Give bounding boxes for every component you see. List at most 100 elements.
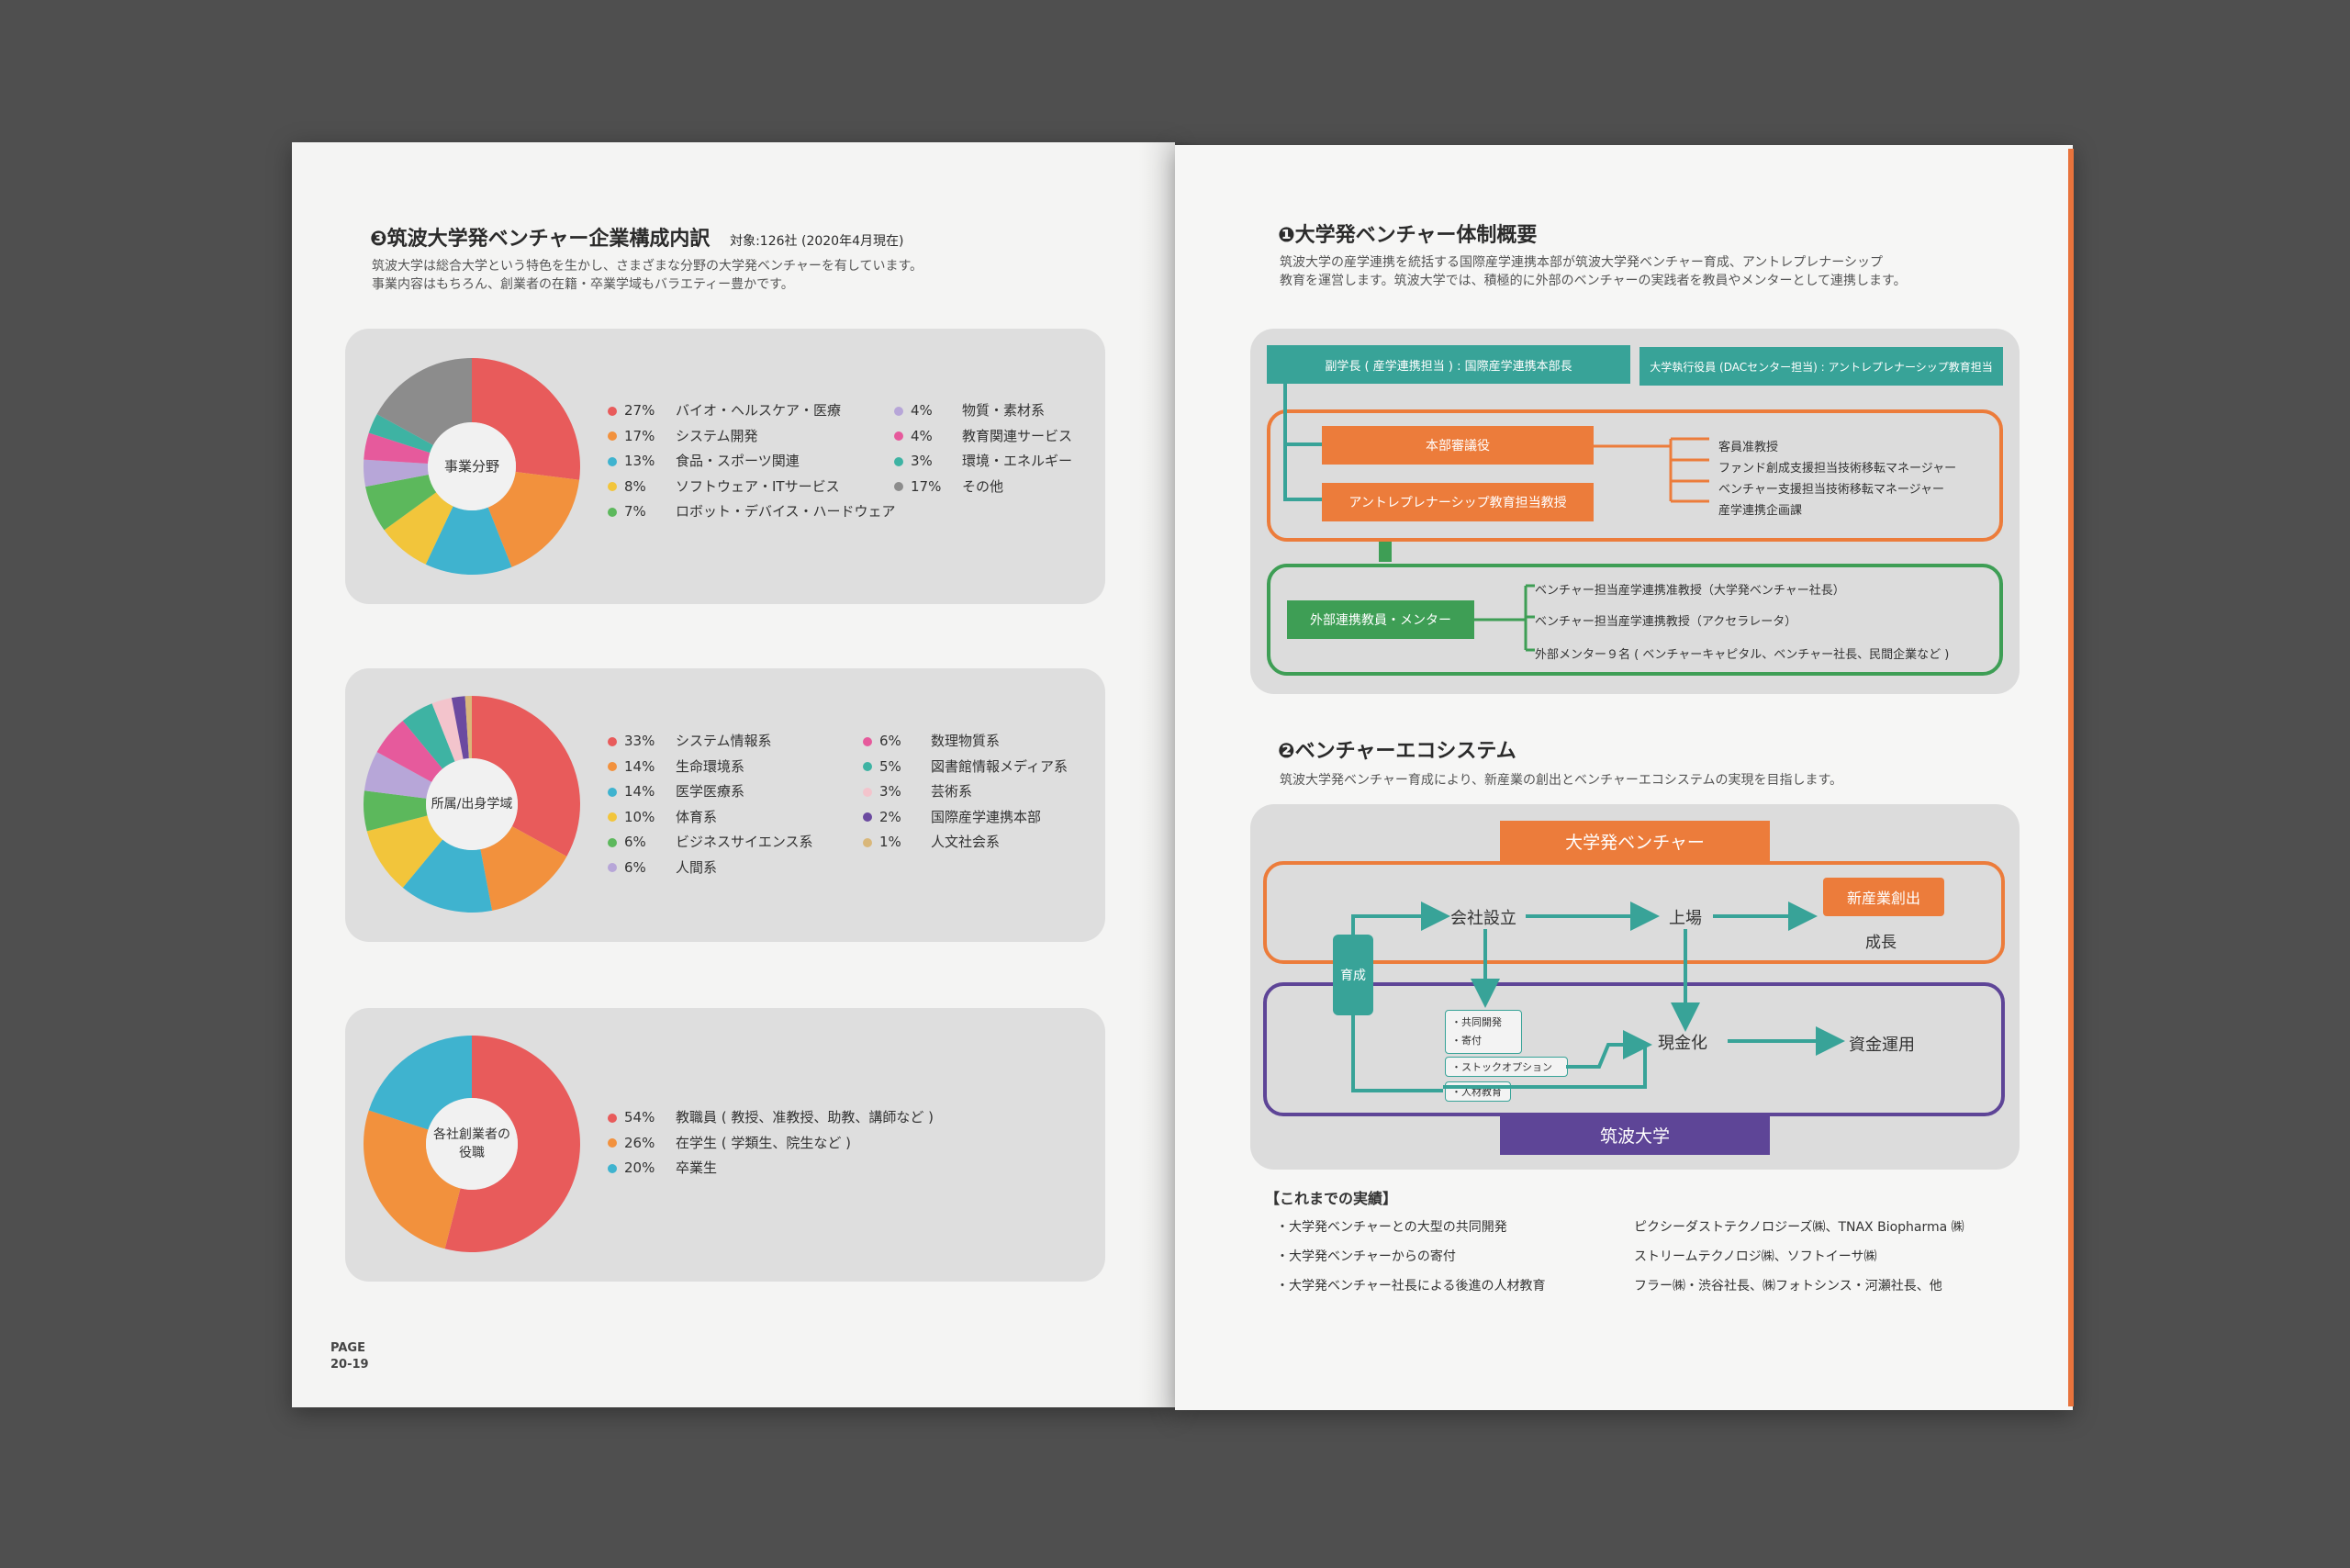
legend-item: 17% その他 — [894, 476, 1003, 496]
donut-slice — [384, 492, 453, 565]
legend-swatch — [608, 863, 617, 872]
legend-percent: 7% — [624, 503, 646, 520]
results-title: 【これまでの実績】 — [1265, 1190, 1398, 1207]
legend-label: 体育系 — [676, 808, 718, 825]
legend-swatch — [608, 456, 617, 466]
legend-label: 人間系 — [676, 858, 718, 876]
legend-label: その他 — [962, 477, 1004, 495]
donut-slice — [472, 358, 580, 480]
legend-item: 14% 生命環境系 — [608, 756, 744, 776]
section-2-intro: 筑波大学発ベンチャー育成により、新産業の創出とベンチャーエコシステムの実現を目指… — [1280, 773, 1843, 788]
legend-swatch — [894, 406, 903, 416]
legend-label: バイオ・ヘルスケア・医療 — [676, 402, 842, 419]
headquarters-frame — [1267, 409, 2003, 542]
legend-percent: 6% — [879, 733, 901, 749]
legend-label: 数理物質系 — [931, 733, 1001, 749]
intro-line-2: 教育を運営します。筑波大学では、積極的に外部のベンチャーの実践者を教員やメンター… — [1280, 274, 1907, 288]
legend-swatch — [863, 736, 872, 746]
legend-percent: 33% — [624, 733, 655, 749]
staff-4: 産学連携企画課 — [1718, 504, 1803, 518]
donut-slice — [364, 752, 432, 799]
legend-item: 27% バイオ・ヘルスケア・医療 — [608, 400, 841, 420]
donut-slice — [376, 358, 472, 445]
legend-item: 4% 物質・素材系 — [894, 400, 1045, 420]
legend-label: 教職員 ( 教授、准教授、助教、講師など ) — [676, 1109, 934, 1126]
result-company: ピクシーダストテクノロジーズ㈱、TNAX Biopharma ㈱ — [1634, 1220, 1964, 1235]
founding-label: 会社設立 — [1450, 909, 1516, 928]
legend-swatch — [894, 482, 903, 491]
result-item: ・大学発ベンチャーとの大型の共同開発 — [1276, 1220, 1507, 1235]
nurture-box: 育成 — [1333, 935, 1373, 1015]
external-3: 外部メンター９名 ( ベンチャーキャピタル、ベンチャー社長、民間企業など ) — [1535, 648, 1950, 662]
external-mentor-box: 外部連携教員・メンター — [1287, 600, 1474, 639]
new-industry-box: 新産業創出 — [1823, 878, 1944, 916]
tsukuba-university-banner: 筑波大学 — [1500, 1114, 1770, 1155]
legend-percent: 2% — [879, 808, 901, 825]
intro-line-1: 筑波大学の産学連携を統括する国際産学連携本部が筑波大学発ベンチャー育成、アントレ… — [1280, 255, 1884, 270]
legend-swatch — [608, 736, 617, 746]
donut-slice — [364, 459, 429, 487]
legend-label: 図書館情報メディア系 — [931, 757, 1068, 775]
donut-slice — [425, 506, 512, 575]
legend-item: 1% 人文社会系 — [863, 832, 1000, 851]
council-box: 本部審議役 — [1322, 426, 1594, 465]
venture-frame — [1263, 861, 2005, 964]
legend-label: 人文社会系 — [931, 834, 1001, 850]
legend-swatch — [608, 787, 617, 797]
legend-percent: 6% — [624, 858, 646, 876]
donut-chart-founder-role: 各社創業者の 役職 — [362, 1034, 582, 1254]
donut-center-label: 各社創業者の 役職 — [426, 1098, 518, 1190]
section-1-intro: 筑波大学の産学連携を統括する国際産学連携本部が筑波大学発ベンチャー育成、アントレ… — [1280, 253, 1907, 290]
legend-item: 7% ロボット・デバイス・ハードウェア — [608, 501, 896, 521]
legend-item: 6% 数理物質系 — [863, 731, 1000, 750]
legend-percent: 5% — [879, 757, 901, 775]
university-venture-banner: 大学発ベンチャー — [1500, 821, 1770, 861]
result-item: ・大学発ベンチャーからの寄付 — [1276, 1249, 1456, 1264]
page-number: PAGE 20-19 — [330, 1340, 369, 1373]
legend-label: ビジネスサイエンス系 — [676, 834, 813, 850]
stock-option-label: ・ストックオプション — [1451, 1061, 1552, 1073]
donut-slice — [402, 703, 455, 769]
legend-percent: 20% — [624, 1159, 655, 1176]
legend-percent: 10% — [624, 808, 655, 825]
donut-slice — [472, 696, 580, 857]
legend-swatch — [608, 1113, 617, 1123]
page-edge-accent — [2068, 149, 2074, 1406]
left-intro: 筑波大学は総合大学という特色を生かし、さまざまな分野の大学発ベンチャーを有してい… — [372, 257, 923, 294]
ecosystem-diagram — [1250, 804, 2020, 1170]
section-1-title: ❶大学発ベンチャー体制概要 — [1278, 224, 1538, 247]
entrepreneurship-professor-box: アントレプレナーシップ教育担当教授 — [1322, 483, 1594, 521]
item-donation: ・寄付 — [1451, 1035, 1482, 1047]
ecosystem-arrows — [1351, 902, 1845, 1092]
legend-swatch — [863, 762, 872, 771]
growth-label: 成長 — [1865, 934, 1897, 952]
legend-item: 10% 体育系 — [608, 807, 717, 826]
section-2-title: ❷ベンチャーエコシステム — [1278, 740, 1516, 763]
item-joint-dev: ・共同開発 — [1451, 1016, 1502, 1028]
legend-swatch — [608, 482, 617, 491]
section-3-title: ❸筑波大学発ベンチャー企業構成内訳 — [370, 228, 711, 251]
legend-item: 13% 食品・スポーツ関連 — [608, 451, 800, 470]
listing-label: 上場 — [1669, 909, 1702, 928]
legend-label: 環境・エネルギー — [962, 453, 1073, 469]
legend-swatch — [608, 837, 617, 847]
staff-1: 客員准教授 — [1718, 441, 1779, 454]
legend-percent: 17% — [624, 427, 655, 444]
title-note: 対象:126社 (2020年4月現在) — [730, 234, 904, 249]
result-item: ・大学発ベンチャー社長による後進の人材教育 — [1276, 1279, 1546, 1294]
legend-swatch — [608, 406, 617, 416]
legend-percent: 1% — [879, 834, 901, 850]
legend-item: 2% 国際産学連携本部 — [863, 807, 1041, 826]
legend-label: ソフトウェア・ITサービス — [676, 477, 840, 495]
legend-percent: 13% — [624, 453, 655, 469]
external-frame — [1267, 564, 2003, 676]
fund-management-label: 資金運用 — [1849, 1036, 1915, 1055]
staff-2: ファンド創成支援担当技術移転マネージャー — [1718, 462, 1957, 476]
legend-item: 8% ソフトウェア・ITサービス — [608, 476, 840, 496]
staff-3: ベンチャー支援担当技術移転マネージャー — [1718, 483, 1944, 497]
donut-slice — [364, 1110, 461, 1249]
joint-dev-donation-box: ・共同開発 ・寄付 — [1445, 1010, 1522, 1054]
legend-percent: 4% — [911, 427, 933, 444]
legend-percent: 26% — [624, 1134, 655, 1151]
donut-slice — [368, 1036, 472, 1130]
